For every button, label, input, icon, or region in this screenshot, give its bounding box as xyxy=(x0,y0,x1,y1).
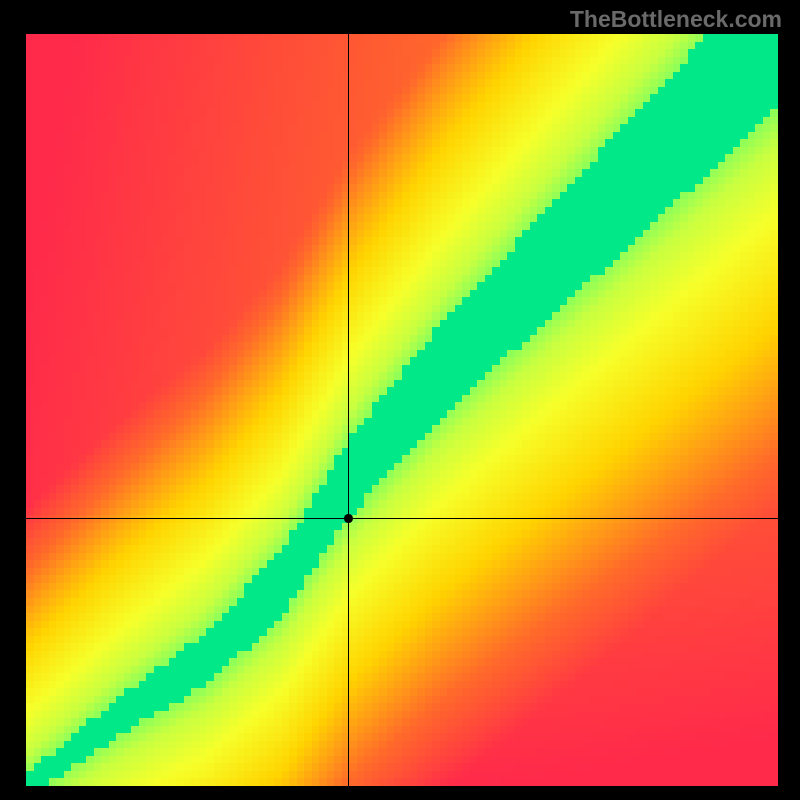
chart-container: TheBottleneck.com xyxy=(0,0,800,800)
watermark-text: TheBottleneck.com xyxy=(570,6,782,33)
bottleneck-heatmap xyxy=(26,34,778,786)
